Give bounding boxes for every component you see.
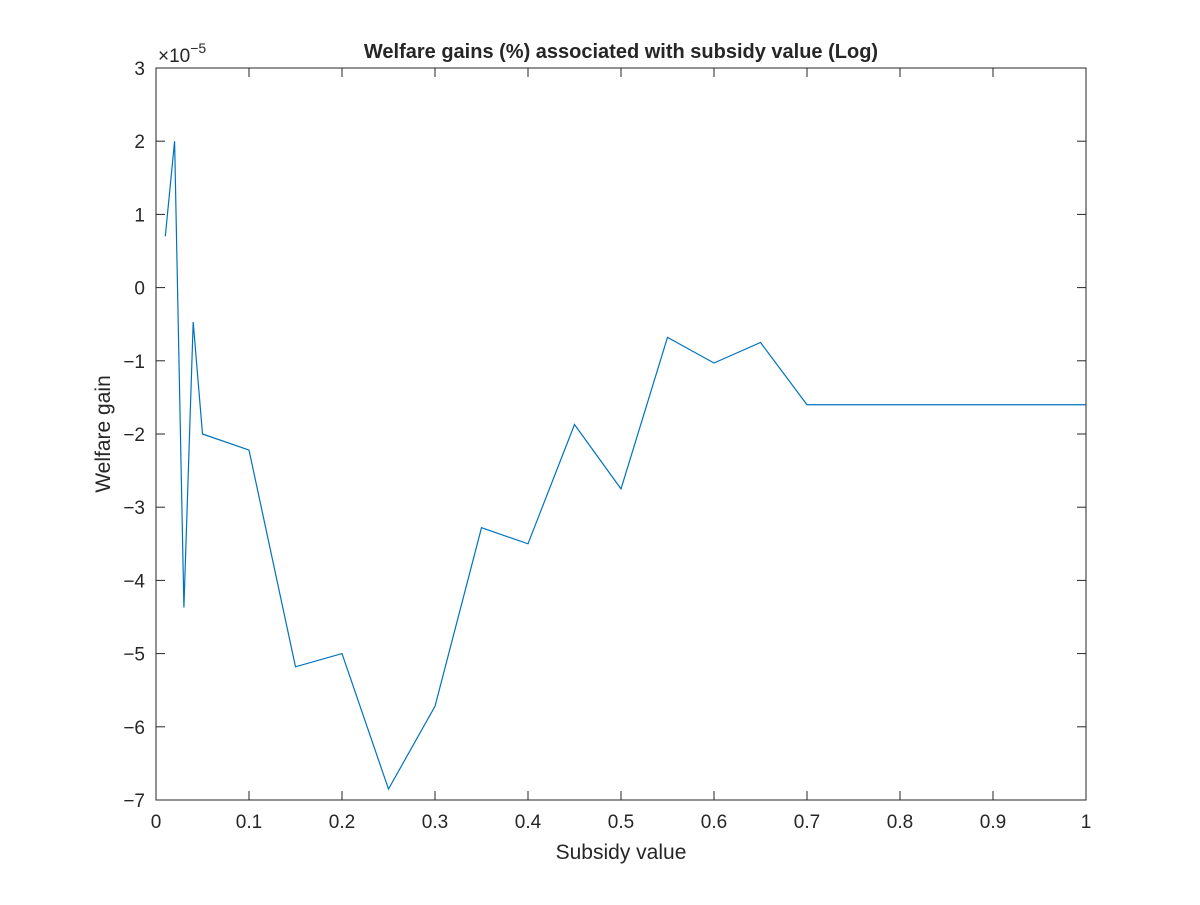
y-multiplier-times: × bbox=[158, 46, 169, 67]
ticks-layer bbox=[155, 67, 1087, 801]
x-tick-label: 0.9 bbox=[980, 812, 1006, 833]
y-axis-label: Welfare gain bbox=[92, 375, 115, 493]
y-tick-label: −6 bbox=[123, 718, 145, 739]
y-tick-label: 1 bbox=[134, 205, 145, 226]
x-tick-label: 0 bbox=[151, 812, 162, 833]
plot-area bbox=[155, 67, 1087, 801]
y-multiplier-base: 10 bbox=[169, 46, 190, 67]
series-layer bbox=[164, 141, 1086, 791]
y-tick-label: −5 bbox=[123, 645, 145, 666]
series-line bbox=[164, 141, 1086, 791]
x-tick-label: 0.6 bbox=[701, 812, 727, 833]
x-tick-label: 1 bbox=[1081, 812, 1092, 833]
x-axis-label: Subsidy value bbox=[556, 841, 687, 864]
y-tick-label: −7 bbox=[123, 791, 145, 812]
x-tick-label: 0.1 bbox=[236, 812, 262, 833]
y-tick-label: 0 bbox=[134, 279, 145, 300]
y-tick-label: −3 bbox=[123, 498, 145, 519]
tick-labels-layer: 0 0.1 0.2 0.3 0.4 0.5 0.6 0.7 0.8 0.9 1 −7 −6 −5 −4 −3 −… bbox=[123, 59, 1091, 833]
y-tick-label: −1 bbox=[123, 352, 145, 373]
y-multiplier-label: ×10−5 bbox=[158, 40, 206, 67]
x-tick-label: 0.8 bbox=[887, 812, 913, 833]
y-tick-label: −2 bbox=[123, 425, 145, 446]
y-tick-label: −4 bbox=[123, 571, 145, 592]
x-tick-label: 0.2 bbox=[329, 812, 355, 833]
x-tick-label: 0.5 bbox=[608, 812, 634, 833]
y-tick-label: 3 bbox=[134, 59, 145, 80]
y-tick-label: 2 bbox=[134, 132, 145, 153]
x-tick-label: 0.3 bbox=[422, 812, 448, 833]
x-tick-label: 0.7 bbox=[794, 812, 820, 833]
x-tick-label: 0.4 bbox=[515, 812, 542, 833]
chart-title: Welfare gains (%) associated with subsid… bbox=[364, 41, 878, 63]
y-multiplier-exponent: −5 bbox=[190, 40, 206, 56]
